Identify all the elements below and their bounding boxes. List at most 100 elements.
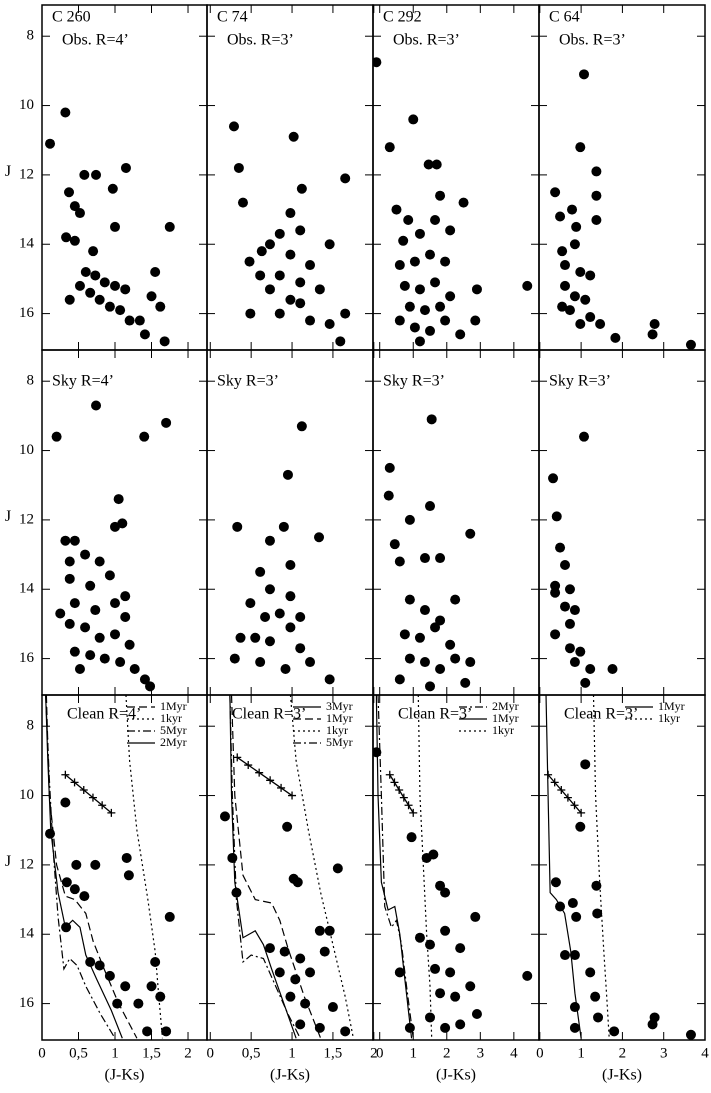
x-tick-label: 2 bbox=[370, 1045, 378, 1061]
vector-cross bbox=[88, 793, 97, 802]
star bbox=[61, 877, 72, 888]
star bbox=[569, 605, 580, 616]
panel: 0 0,5 1 1,5 2 Clean R=3’ (J-Ks) 3Myr1Myr1kyr5My… bbox=[206, 694, 378, 1084]
star bbox=[274, 228, 285, 239]
star bbox=[560, 950, 571, 961]
star bbox=[465, 657, 476, 668]
star bbox=[455, 329, 466, 340]
star bbox=[285, 249, 296, 260]
star bbox=[560, 601, 571, 612]
star bbox=[324, 925, 335, 936]
star bbox=[430, 214, 441, 225]
star bbox=[445, 639, 456, 650]
star bbox=[425, 325, 436, 336]
y-tick-label: 14 bbox=[19, 581, 35, 597]
star bbox=[551, 511, 562, 522]
star bbox=[609, 1026, 620, 1037]
cluster-name: C 260 bbox=[52, 9, 91, 26]
star bbox=[61, 922, 72, 933]
isochrone bbox=[545, 695, 582, 1039]
y-tick-label: 14 bbox=[19, 926, 35, 942]
x-axis-label: (J-Ks) bbox=[270, 1067, 310, 1084]
star bbox=[164, 221, 175, 232]
legend-label: 3Myr bbox=[326, 699, 353, 713]
vector-cross bbox=[385, 770, 394, 779]
star bbox=[564, 305, 575, 316]
star bbox=[110, 280, 121, 291]
vector-cross bbox=[409, 808, 418, 817]
x-axis-label: (J-Ks) bbox=[436, 1067, 476, 1084]
legend-label: 1Myr bbox=[658, 699, 685, 713]
star bbox=[110, 598, 121, 609]
star bbox=[285, 591, 296, 602]
star bbox=[112, 998, 123, 1009]
star bbox=[69, 884, 80, 895]
star bbox=[285, 991, 296, 1002]
star bbox=[649, 318, 660, 329]
star bbox=[471, 284, 482, 295]
star bbox=[555, 542, 566, 553]
panel-label: Clean R=3’ bbox=[564, 706, 638, 723]
star bbox=[591, 880, 602, 891]
star bbox=[450, 653, 461, 664]
x-tick-label: 3 bbox=[660, 1045, 668, 1061]
vector-cross bbox=[233, 753, 242, 762]
x-tick-label: 3 bbox=[477, 1045, 485, 1061]
star bbox=[145, 681, 156, 692]
star bbox=[569, 657, 580, 668]
legend-label: 5Myr bbox=[326, 735, 353, 749]
star bbox=[394, 967, 405, 978]
isochrone bbox=[229, 695, 301, 1039]
panel-label: Sky R=3’ bbox=[549, 373, 611, 390]
star bbox=[335, 336, 346, 347]
star bbox=[610, 332, 621, 343]
y-axis-label: J bbox=[5, 508, 11, 525]
star bbox=[398, 235, 409, 246]
panel-frame bbox=[538, 694, 706, 1041]
star bbox=[69, 535, 80, 546]
star bbox=[91, 400, 102, 411]
star bbox=[279, 946, 290, 957]
star bbox=[51, 431, 62, 442]
star bbox=[649, 1012, 660, 1023]
star bbox=[550, 629, 561, 640]
star bbox=[399, 629, 410, 640]
star bbox=[45, 828, 56, 839]
star bbox=[324, 674, 335, 685]
star bbox=[470, 315, 481, 326]
star bbox=[423, 159, 434, 170]
star bbox=[305, 967, 316, 978]
star bbox=[567, 898, 578, 909]
star bbox=[557, 301, 568, 312]
star bbox=[146, 291, 157, 302]
star bbox=[296, 183, 307, 194]
star bbox=[155, 991, 166, 1002]
star bbox=[290, 974, 301, 985]
star bbox=[159, 336, 170, 347]
star bbox=[64, 573, 75, 584]
star bbox=[60, 535, 71, 546]
panel-label: Clean R=3’ bbox=[398, 706, 472, 723]
star bbox=[340, 1026, 351, 1037]
y-tick-label: 10 bbox=[19, 97, 34, 113]
x-axis-label: (J-Ks) bbox=[602, 1067, 642, 1084]
star bbox=[414, 632, 425, 643]
star bbox=[134, 315, 145, 326]
x-tick-label: 0,5 bbox=[242, 1045, 261, 1061]
cluster-name: C 74 bbox=[217, 9, 248, 26]
isochrone bbox=[45, 695, 123, 1039]
star bbox=[426, 414, 437, 425]
star bbox=[564, 618, 575, 629]
star bbox=[90, 605, 101, 616]
star bbox=[435, 988, 446, 999]
star bbox=[280, 663, 291, 674]
star bbox=[590, 991, 601, 1002]
star bbox=[409, 256, 420, 267]
vector-cross bbox=[404, 801, 413, 810]
star bbox=[314, 532, 325, 543]
y-tick-label: 12 bbox=[19, 511, 34, 527]
star bbox=[550, 587, 561, 598]
star bbox=[282, 821, 293, 832]
star bbox=[414, 336, 425, 347]
star bbox=[585, 663, 596, 674]
